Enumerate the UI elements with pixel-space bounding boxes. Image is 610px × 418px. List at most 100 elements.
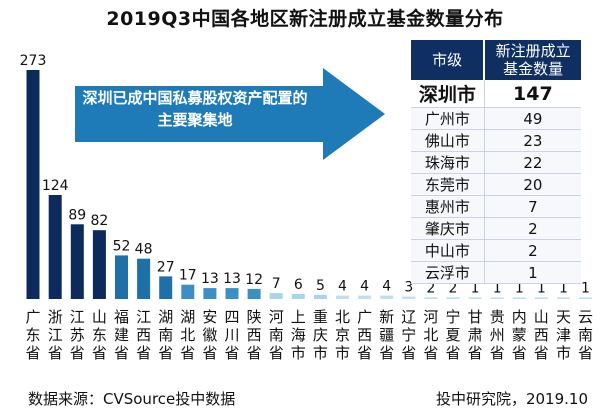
data-label: 1 (537, 280, 546, 296)
data-label: 27 (157, 259, 175, 275)
bar (446, 297, 460, 299)
count-cell: 7 (484, 195, 581, 218)
credit-text: 投中研究院，2019.10 (435, 390, 588, 408)
data-label: 48 (135, 242, 153, 258)
category-label: 苏 (70, 326, 85, 344)
category-label: 宁 (401, 326, 416, 344)
category-label: 省 (534, 344, 549, 362)
category-label: 西 (357, 326, 372, 344)
category-label: 四 (224, 308, 239, 326)
category-label: 州 (490, 326, 505, 344)
city-table: 市级 新注册成立 基金数量 深圳市 147 广州市 49 佛山市 23 珠海市 … (411, 40, 581, 284)
callout-line-2: 主要聚集地 (157, 111, 233, 129)
header-count-line-1: 新注册成立 (495, 42, 571, 60)
data-label: 6 (294, 277, 303, 293)
city-cell: 中山市 (411, 239, 485, 262)
category-label: 省 (512, 344, 527, 362)
bar (247, 288, 261, 299)
category-label: 肃 (468, 326, 483, 344)
category-label: 省 (445, 344, 460, 362)
table-row: 惠州市 7 (411, 195, 581, 218)
data-source: 数据来源：CVSource投中数据 (28, 390, 236, 408)
table-row: 佛山市 23 (411, 129, 581, 152)
category-label: 内 (512, 308, 527, 326)
bar (380, 295, 394, 299)
category-label: 省 (114, 344, 129, 362)
category-label: 南 (578, 326, 593, 344)
category-label: 省 (423, 344, 438, 362)
category-label: 省 (25, 344, 40, 362)
count-cell: 1 (484, 261, 581, 284)
city-cell: 云浮市 (411, 261, 485, 284)
category-label: 广 (25, 308, 40, 326)
category-label: 省 (269, 344, 284, 362)
data-label: 52 (113, 238, 131, 254)
bar (468, 297, 482, 299)
chart-title: 2019Q3中国各地区新注册成立基金数量分布 (106, 8, 504, 30)
data-label: 89 (68, 207, 86, 223)
data-label: 17 (179, 268, 197, 284)
category-label: 省 (357, 344, 372, 362)
data-label: 1 (515, 280, 524, 296)
table-row: 肇庆市 2 (411, 217, 581, 240)
category-label: 浙 (48, 308, 63, 326)
category-label: 上 (291, 308, 306, 326)
category-label: 建 (114, 326, 129, 344)
count-cell: 20 (484, 173, 581, 196)
category-label: 省 (92, 344, 107, 362)
category-label: 市 (335, 344, 350, 362)
category-label: 陕 (247, 308, 262, 326)
category-label: 天 (556, 308, 571, 326)
city-cell: 肇庆市 (411, 217, 485, 240)
category-label: 西 (534, 326, 549, 344)
category-label: 南 (269, 326, 284, 344)
bar (534, 297, 548, 299)
category-label: 省 (224, 344, 239, 362)
city-cell: 珠海市 (411, 151, 485, 174)
bar (92, 230, 106, 299)
category-label: 省 (490, 344, 505, 362)
count-cell: 2 (484, 239, 581, 262)
data-label: 2 (426, 280, 435, 296)
category-label: 市 (556, 344, 571, 362)
callout-line-1: 深圳已成中国私募股权资产配置的 (82, 89, 308, 107)
category-label: 北 (335, 308, 350, 326)
category-label: 市 (291, 344, 306, 362)
table-row: 云浮市 1 (411, 261, 581, 284)
category-label: 东 (25, 326, 40, 344)
table-header: 市级 新注册成立 基金数量 (411, 40, 581, 80)
category-label: 湖 (180, 308, 195, 326)
city-cell: 广州市 (411, 107, 485, 130)
data-label: 2 (449, 280, 458, 296)
callout-arrow (75, 68, 385, 160)
data-label: 82 (90, 213, 108, 229)
header-city: 市级 (411, 40, 486, 80)
table-row: 东莞市 20 (411, 173, 581, 196)
category-label: 省 (379, 344, 394, 362)
bar (579, 297, 592, 299)
city-cell: 深圳市 (411, 80, 485, 108)
bar (336, 295, 349, 299)
category-label: 川 (224, 326, 239, 344)
category-label: 省 (247, 344, 262, 362)
city-cell: 惠州市 (411, 195, 485, 218)
category-label: 贵 (490, 308, 505, 326)
callout-text: 深圳已成中国私募股权资产配置的 主要聚集地 (79, 87, 311, 131)
category-label: 广 (357, 308, 372, 326)
category-label: 省 (202, 344, 217, 362)
table-row: 广州市 49 (411, 107, 581, 130)
data-label: 12 (245, 272, 263, 288)
count-cell: 49 (484, 107, 581, 130)
bar (512, 297, 526, 299)
category-label: 省 (158, 344, 173, 362)
data-label: 4 (382, 279, 391, 295)
data-label: 273 (20, 53, 47, 69)
data-label: 5 (316, 278, 325, 294)
category-label: 江 (48, 326, 63, 344)
category-label: 辽 (401, 308, 416, 326)
category-label: 重 (313, 308, 328, 326)
category-label: 新 (379, 308, 394, 326)
category-label: 省 (48, 344, 63, 362)
category-label: 夏 (445, 326, 460, 344)
